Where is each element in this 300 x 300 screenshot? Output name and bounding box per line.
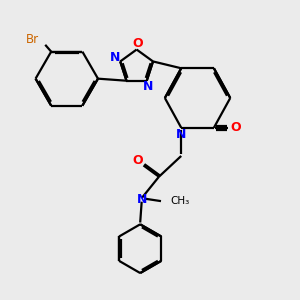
Text: N: N xyxy=(143,80,154,93)
Text: Br: Br xyxy=(26,33,39,46)
Text: O: O xyxy=(230,121,241,134)
Text: N: N xyxy=(176,128,186,141)
Text: CH₃: CH₃ xyxy=(170,196,189,206)
Text: N: N xyxy=(110,51,120,64)
Text: N: N xyxy=(137,193,148,206)
Text: O: O xyxy=(132,37,143,50)
Text: O: O xyxy=(132,154,143,167)
